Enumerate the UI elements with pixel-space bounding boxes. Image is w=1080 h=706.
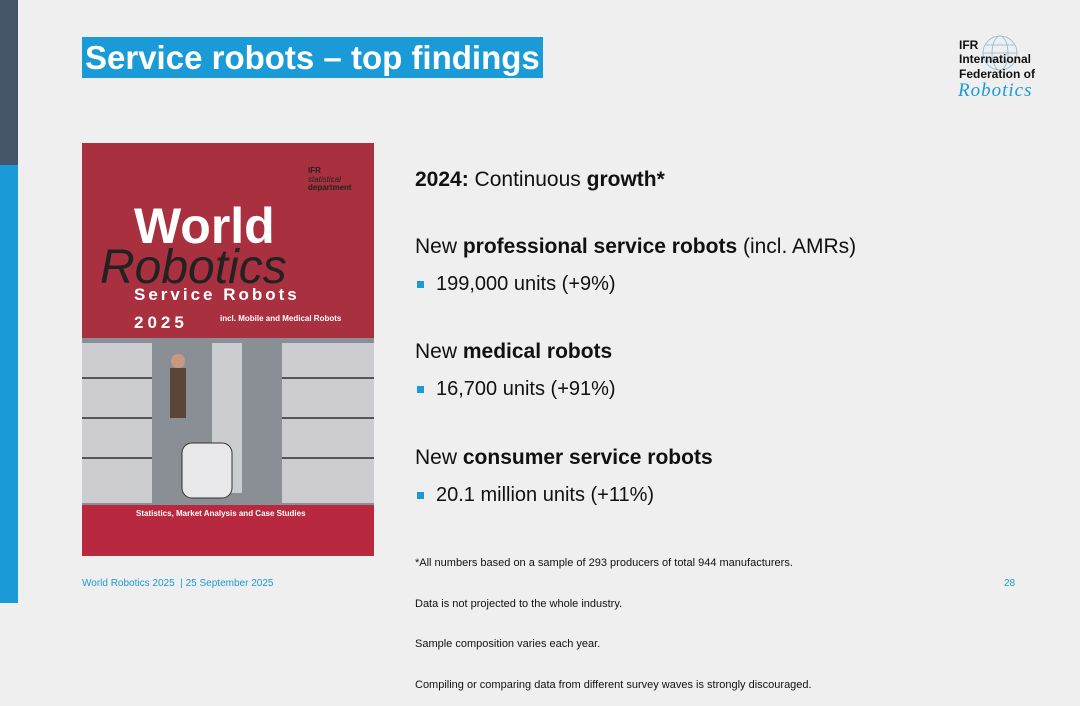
text-run: consumer service robots (462, 446, 713, 469)
text-run: New (415, 446, 463, 469)
text-run: 2024: (415, 168, 469, 191)
footnote-line: Compiling or comparing data from differe… (415, 678, 812, 691)
page-number: 28 (1004, 578, 1016, 589)
side-bar (0, 165, 18, 603)
logo-abbr: IFR (959, 38, 979, 52)
text-run: Continuous (468, 168, 587, 191)
footer: World Robotics 2025 | 25 September 2025 (82, 578, 273, 589)
logo-text: Federation of (959, 67, 1036, 81)
cover-subtitle: Service Robots (134, 285, 300, 304)
slide: Service robots – top findings IFR Intern… (0, 0, 1036, 691)
bullet (417, 492, 424, 499)
bullet (417, 281, 424, 288)
bullet-text: 20.1 million units (+11%) (436, 484, 655, 506)
section-heading: New consumer service robots (415, 446, 713, 470)
footnote-line: Sample composition varies each year. (415, 638, 601, 650)
text-run: (incl. AMRs) (737, 235, 857, 258)
cover-script: Robotics (100, 241, 287, 294)
cover-footer-band (82, 505, 374, 556)
bullet-text: 199,000 units (+9%) (436, 273, 616, 295)
text-run: medical robots (462, 340, 613, 363)
shelf-lines (82, 377, 374, 459)
footnote-line: Data is not projected to the whole indus… (415, 597, 623, 610)
footnote-line: *All numbers based on a sample of 293 pr… (415, 557, 793, 569)
cover-top (82, 143, 374, 338)
footer-date: | 25 September 2025 (180, 578, 274, 589)
bullet (417, 386, 424, 393)
text-run: growth* (586, 168, 665, 191)
cover-title: World (134, 198, 275, 254)
cover-footer: Statistics, Market Analysis and Case Stu… (136, 509, 306, 518)
cover-year: 2025 (134, 313, 188, 332)
cover-brand: IFR (308, 166, 321, 175)
side-bar-top (0, 0, 18, 165)
robot (181, 442, 233, 499)
footnote: *All numbers based on a sample of 293 pr… (415, 530, 812, 706)
person-head (171, 354, 185, 368)
section-heading: New medical robots (415, 340, 612, 364)
logo-globe (982, 35, 1018, 71)
text-run: New (415, 340, 463, 363)
text-run: New (415, 235, 463, 258)
cover-department: department (308, 183, 352, 192)
footer-source: World Robotics 2025 (82, 578, 175, 589)
slide-title: Service robots – top findings (82, 37, 543, 78)
text-run: professional service robots (462, 235, 738, 258)
book-cover: IFR statistical department World Robotic… (82, 143, 374, 556)
headline: 2024: Continuous growth* (415, 168, 665, 192)
logo-text: International (959, 52, 1032, 66)
person (170, 368, 186, 418)
cover-department: statistical (308, 175, 341, 184)
section-heading: New professional service robots (incl. A… (415, 235, 856, 259)
cover-scope: incl. Mobile and Medical Robots (220, 314, 342, 323)
logo-script: Robotics (958, 80, 1033, 101)
bullet-text: 16,700 units (+91%) (436, 378, 616, 400)
shelves (82, 343, 374, 503)
